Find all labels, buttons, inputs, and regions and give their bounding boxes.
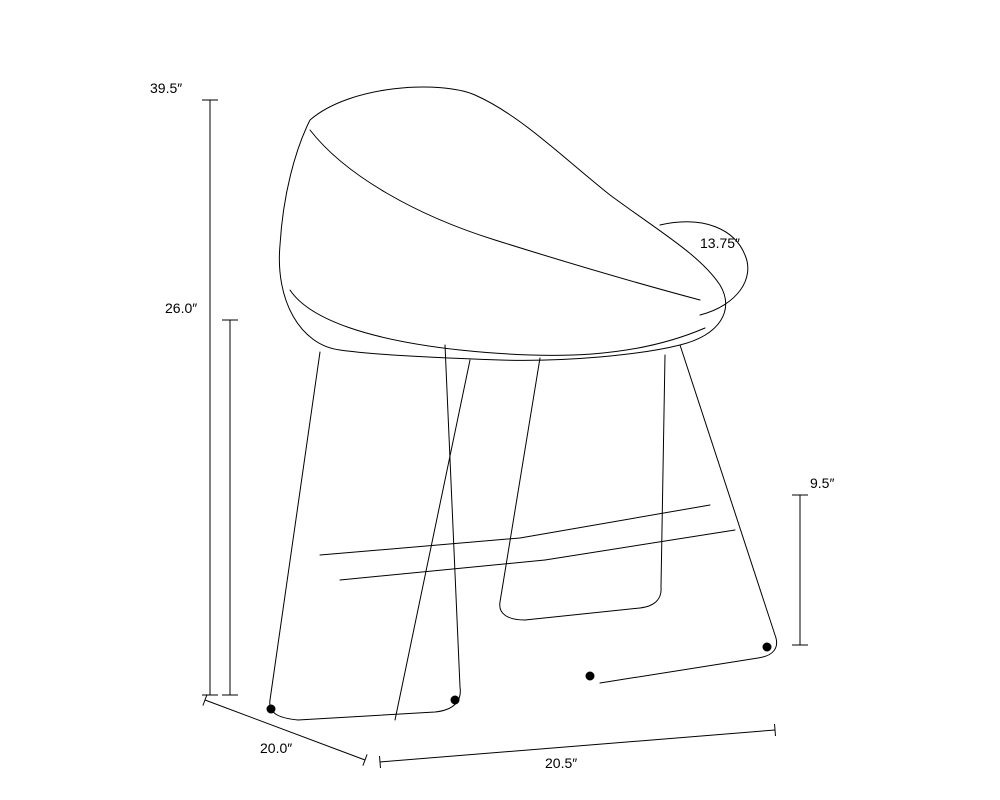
stool-line-drawing (0, 0, 1000, 800)
label-footrest-height: 9.5″ (810, 475, 834, 491)
label-total-height: 39.5″ (150, 80, 182, 96)
label-width: 20.5″ (545, 755, 577, 771)
label-depth: 20.0″ (260, 740, 292, 756)
label-arm-depth: 13.75″ (700, 235, 740, 251)
label-seat-height: 26.0″ (165, 300, 197, 316)
dimension-diagram: 39.5″ 26.0″ 13.75″ 9.5″ 20.0″ 20.5″ (0, 0, 1000, 800)
